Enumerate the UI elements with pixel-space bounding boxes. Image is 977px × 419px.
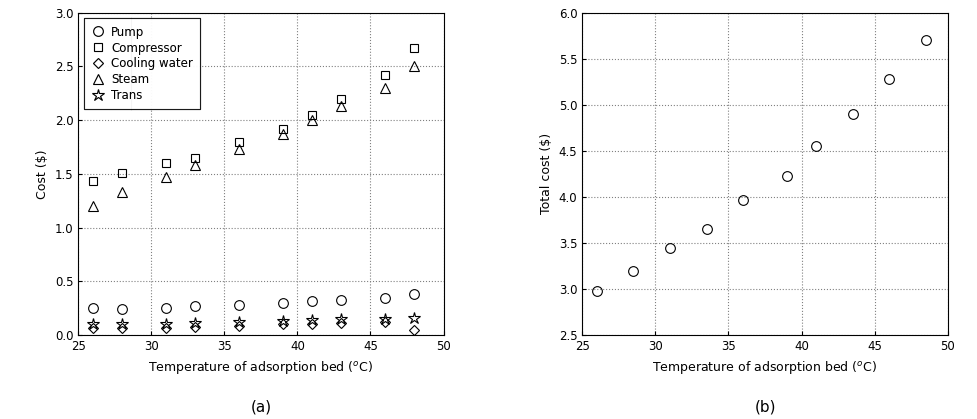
- Trans: [116, 322, 128, 327]
- Y-axis label: Cost ($): Cost ($): [36, 149, 49, 199]
- Steam: [87, 204, 99, 209]
- Text: (a): (a): [250, 400, 272, 415]
- Pump: [306, 298, 318, 303]
- Legend: Pump, Compressor, Cooling water, Steam, Trans: Pump, Compressor, Cooling water, Steam, …: [84, 18, 200, 109]
- Compressor: [335, 96, 347, 101]
- Steam: [379, 85, 391, 91]
- Trans: [87, 322, 99, 327]
- Steam: [408, 64, 420, 69]
- Compressor: [379, 72, 391, 78]
- Pump: [379, 295, 391, 300]
- Steam: [234, 147, 245, 152]
- Cooling water: [160, 325, 172, 330]
- Steam: [276, 132, 288, 137]
- Trans: [276, 319, 288, 324]
- Trans: [408, 316, 420, 321]
- Compressor: [234, 139, 245, 144]
- Steam: [116, 190, 128, 195]
- Compressor: [276, 126, 288, 131]
- Cooling water: [190, 324, 201, 329]
- Pump: [335, 297, 347, 302]
- Line: Pump: Pump: [88, 290, 419, 314]
- Cooling water: [306, 322, 318, 327]
- Trans: [306, 318, 318, 323]
- Compressor: [408, 46, 420, 51]
- Cooling water: [116, 325, 128, 330]
- Trans: [190, 321, 201, 326]
- Pump: [276, 300, 288, 305]
- X-axis label: Temperature of adsorption bed ($^{o}$C): Temperature of adsorption bed ($^{o}$C): [653, 359, 877, 375]
- Steam: [190, 163, 201, 168]
- Pump: [234, 303, 245, 308]
- Line: Steam: Steam: [88, 62, 419, 211]
- Pump: [116, 307, 128, 312]
- Cooling water: [408, 327, 420, 332]
- Pump: [160, 306, 172, 311]
- Pump: [408, 292, 420, 297]
- Pump: [87, 306, 99, 311]
- Pump: [190, 304, 201, 309]
- Compressor: [116, 170, 128, 175]
- Trans: [160, 322, 172, 327]
- Cooling water: [87, 325, 99, 330]
- Compressor: [160, 160, 172, 166]
- Trans: [234, 320, 245, 325]
- Cooling water: [276, 322, 288, 327]
- Line: Cooling water: Cooling water: [89, 319, 418, 333]
- Trans: [335, 317, 347, 322]
- Steam: [306, 118, 318, 123]
- Line: Trans: Trans: [87, 312, 420, 331]
- Steam: [335, 103, 347, 109]
- Text: (b): (b): [754, 400, 776, 415]
- Line: Compressor: Compressor: [89, 44, 418, 186]
- Trans: [379, 317, 391, 322]
- Compressor: [306, 112, 318, 117]
- Cooling water: [234, 323, 245, 328]
- Y-axis label: Total cost ($): Total cost ($): [540, 133, 553, 215]
- Compressor: [87, 179, 99, 184]
- X-axis label: Temperature of adsorption bed ($^{o}$C): Temperature of adsorption bed ($^{o}$C): [149, 359, 373, 375]
- Cooling water: [379, 320, 391, 325]
- Cooling water: [335, 321, 347, 326]
- Steam: [160, 175, 172, 180]
- Compressor: [190, 155, 201, 160]
